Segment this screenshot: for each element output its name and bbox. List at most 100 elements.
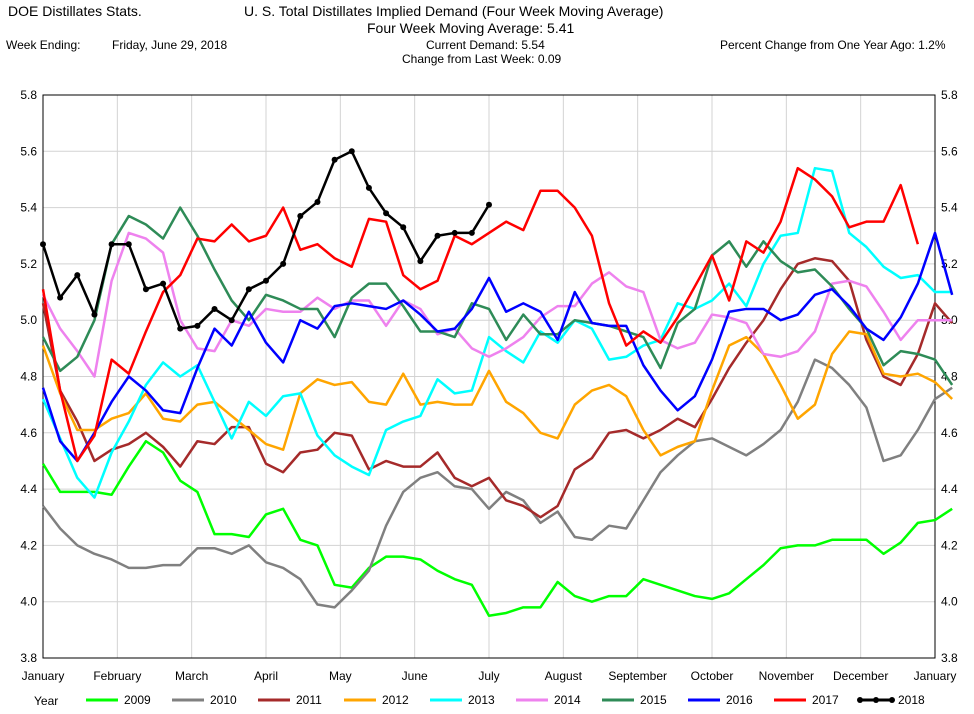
series-line-2016 (41, 231, 954, 463)
chart-subtitle: Four Week Moving Average: 5.41 (367, 20, 574, 36)
legend-label-2016: 2016 (726, 693, 753, 707)
series-point-2018 (160, 280, 167, 287)
x-tick-label: March (175, 669, 208, 683)
y-tick-label-left: 5.0 (20, 313, 37, 327)
percent-change: Percent Change from One Year Ago: 1.2% (720, 38, 946, 52)
y-tick-label-right: 5.8 (941, 88, 958, 102)
y-tick-label-right: 5.4 (941, 201, 958, 215)
subtitle-label: Four Week Moving Average: (367, 20, 544, 36)
legend-title: Year (34, 694, 58, 708)
y-axis: 3.8 3.84.0 4.04.2 4.24.4 4.44.6 4.64.8 4.85.0 5… (20, 88, 958, 665)
pct-change-value: 1.2% (918, 38, 946, 52)
series-point-2018 (280, 260, 287, 267)
series-point-2018 (417, 258, 424, 265)
y-tick-label-left: 5.4 (20, 201, 37, 215)
legend-label-2011: 2011 (296, 693, 322, 707)
y-tick-label-right: 4.6 (941, 426, 958, 440)
series-point-2018 (142, 286, 149, 293)
y-tick-label-right: 3.8 (941, 651, 958, 665)
current-demand: Current Demand: 5.54 (426, 38, 545, 52)
legend-label-2009: 2009 (124, 693, 151, 707)
series-point-2018 (365, 184, 372, 191)
x-tick-label: November (759, 669, 814, 683)
x-tick-label: July (478, 669, 499, 683)
y-tick-label-left: 4.4 (20, 482, 37, 496)
subtitle-value: 5.41 (547, 20, 575, 36)
legend-label-2018: 2018 (898, 693, 925, 707)
pct-change-label: Percent Change from One Year Ago: (720, 38, 915, 52)
series-point-2018 (383, 210, 390, 217)
week-ending-label: Week Ending: (6, 38, 81, 52)
y-tick-label-right: 4.4 (941, 482, 958, 496)
series-point-2018 (331, 156, 338, 163)
x-tick-label: April (254, 669, 278, 683)
series-point-2018 (211, 305, 218, 312)
week-ending-value: Friday, June 29, 2018 (112, 38, 228, 52)
series-point-2018 (297, 213, 304, 220)
legend-label-2012: 2012 (382, 693, 409, 707)
series-point-2018 (245, 286, 252, 293)
legend-label-2014: 2014 (554, 693, 581, 707)
series-line-2012 (41, 330, 954, 457)
series-line-2017 (41, 166, 920, 463)
y-tick-label-left: 4.6 (20, 426, 37, 440)
series-line-2013 (41, 166, 953, 499)
legend-label-2017: 2017 (812, 693, 839, 707)
y-tick-label-left: 4.2 (20, 538, 37, 552)
chart-title: U. S. Total Distillates Implied Demand (… (244, 3, 664, 19)
x-tick-label: August (545, 669, 583, 683)
series-point-2018 (228, 317, 235, 324)
series-line-2009 (41, 439, 953, 618)
legend-label-2010: 2010 (210, 693, 237, 707)
series-point-2018 (486, 201, 492, 208)
y-tick-label-right: 4.0 (941, 595, 958, 609)
series-point-2018 (40, 241, 46, 248)
current-demand-value: 5.54 (521, 38, 545, 52)
legend: Year 2009 2010 2011 2012 2013 2014 2015 2016 201… (34, 693, 925, 708)
y-tick-label-right: 5.6 (941, 144, 958, 158)
series-point-2018 (125, 241, 132, 248)
series-point-2018 (400, 224, 407, 231)
series-point-2018 (468, 229, 475, 236)
change-label: Change from Last Week: (402, 52, 535, 66)
series-point-2018 (74, 272, 81, 279)
x-tick-label: May (329, 669, 352, 683)
y-tick-label-left: 4.0 (20, 595, 37, 609)
legend-marker-2018 (873, 697, 879, 703)
chart-grid (42, 94, 936, 659)
app-title: DOE Distillates Stats. (8, 3, 142, 19)
series-point-2018 (91, 311, 98, 318)
legend-label-2013: 2013 (468, 693, 495, 707)
legend-marker-2018 (889, 697, 895, 703)
series-point-2018 (348, 148, 355, 155)
series-point-2018 (57, 294, 64, 301)
series-point-2018 (434, 232, 441, 239)
x-axis: January February March April May June July Augu… (22, 669, 957, 683)
series-line-2010 (42, 358, 953, 609)
x-tick-label: February (93, 669, 141, 683)
plot-frame (42, 94, 936, 659)
series-point-2018 (263, 277, 269, 284)
x-tick-label: June (402, 669, 428, 683)
legend-marker-2018 (857, 697, 863, 703)
current-demand-label: Current Demand: (426, 38, 519, 52)
series-line-2014 (41, 231, 953, 378)
legend-label-2015: 2015 (640, 693, 667, 707)
series-point-2018 (108, 241, 115, 248)
series-point-2018 (451, 229, 458, 236)
y-tick-label-right: 4.2 (941, 538, 958, 552)
y-tick-label-left: 5.6 (20, 144, 37, 158)
series-line-2011 (41, 257, 954, 519)
series-point-2018 (177, 325, 184, 332)
series-lines (40, 148, 954, 618)
change-value: 0.09 (537, 52, 562, 66)
x-tick-label: September (608, 669, 667, 683)
x-tick-label: December (833, 669, 888, 683)
y-tick-label-left: 5.2 (20, 257, 37, 271)
x-tick-label: October (691, 669, 734, 683)
series-point-2018 (314, 198, 321, 205)
y-tick-label-left: 5.8 (20, 88, 37, 102)
y-tick-label-left: 3.8 (20, 651, 37, 665)
series-point-2018 (194, 322, 201, 329)
